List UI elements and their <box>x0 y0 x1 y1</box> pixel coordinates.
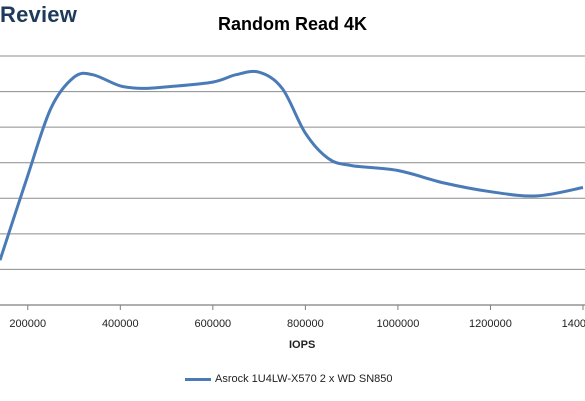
x-tick-label: 1200000 <box>469 318 512 330</box>
gridlines <box>0 55 585 306</box>
x-tick-label: 800000 <box>287 318 324 330</box>
x-axis <box>0 304 585 310</box>
x-tick-labels: 200000 400000 600000 800000 1000000 1200000 14… <box>9 318 585 330</box>
x-axis-label: IOPS <box>289 339 316 351</box>
x-tick-label: 1400000 <box>562 318 585 330</box>
x-tick-label: 200000 <box>9 318 46 330</box>
legend-swatch <box>185 377 211 381</box>
x-tick-label: 600000 <box>194 318 231 330</box>
x-tick-label: 1000000 <box>377 318 420 330</box>
legend: Asrock 1U4LW-X570 2 x WD SN850 <box>185 373 393 385</box>
legend-label: Asrock 1U4LW-X570 2 x WD SN850 <box>215 373 393 385</box>
chart-title: Random Read 4K <box>217 14 368 34</box>
series-line <box>0 69 584 261</box>
review-logo: Review <box>0 2 78 27</box>
x-tick-label: 400000 <box>102 318 139 330</box>
series-lines <box>0 69 584 261</box>
